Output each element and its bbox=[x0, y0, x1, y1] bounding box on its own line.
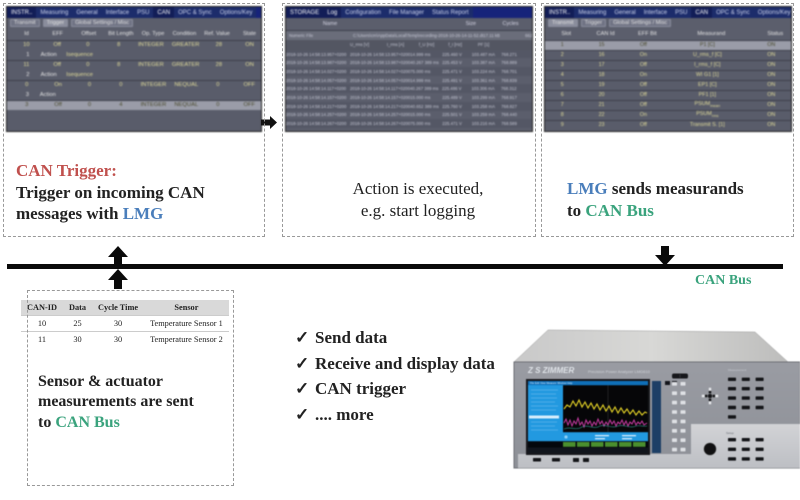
svg-text:Measurement: Measurement bbox=[728, 368, 747, 372]
svg-text:File Edit View Measure Win: File Edit View Measure Window Help bbox=[530, 381, 573, 385]
svg-text:Z S ZIMMER: Z S ZIMMER bbox=[527, 366, 574, 375]
svg-text:Setup: Setup bbox=[726, 431, 734, 435]
svg-text:Precision Power Analyzer LMG61: Precision Power Analyzer LMG610 bbox=[588, 369, 651, 374]
